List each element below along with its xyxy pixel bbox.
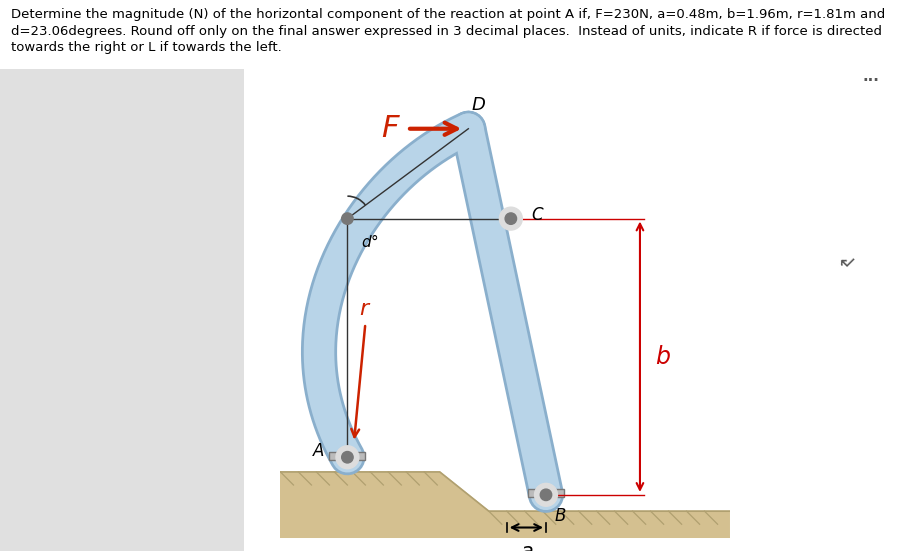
Circle shape: [535, 483, 557, 506]
Text: $r$: $r$: [359, 299, 372, 318]
Circle shape: [336, 446, 359, 469]
Text: $a$: $a$: [520, 542, 533, 551]
Text: $b$: $b$: [655, 345, 670, 369]
Text: $d$°: $d$°: [362, 233, 379, 250]
Polygon shape: [329, 451, 365, 460]
Text: $F$: $F$: [381, 114, 400, 143]
Text: D: D: [471, 96, 485, 114]
Circle shape: [500, 207, 522, 230]
Polygon shape: [272, 472, 730, 537]
Circle shape: [540, 489, 552, 500]
Circle shape: [505, 213, 517, 224]
Circle shape: [342, 213, 353, 224]
Circle shape: [342, 451, 353, 463]
Text: A: A: [313, 442, 325, 460]
Text: towards the right or L if towards the left.: towards the right or L if towards the le…: [11, 41, 281, 55]
Text: Determine the magnitude (N) of the horizontal component of the reaction at point: Determine the magnitude (N) of the horiz…: [11, 8, 885, 21]
Polygon shape: [528, 489, 564, 497]
Text: ↲: ↲: [831, 252, 856, 277]
Text: C: C: [531, 206, 543, 224]
Text: d=23.06degrees. Round off only on the final answer expressed in 3 decimal places: d=23.06degrees. Round off only on the fi…: [11, 25, 882, 38]
Text: B: B: [554, 507, 566, 525]
Text: ...: ...: [862, 69, 879, 84]
